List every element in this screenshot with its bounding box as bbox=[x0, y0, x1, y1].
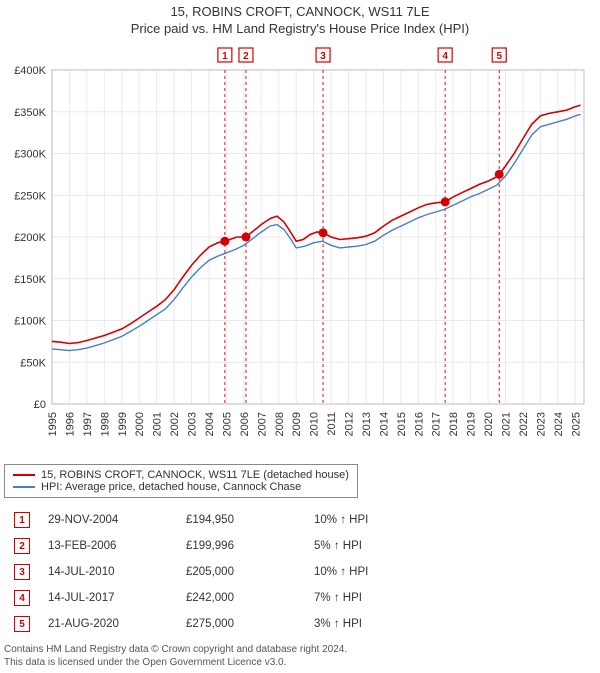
y-tick-label: £400K bbox=[14, 65, 46, 77]
sale-price: £205,000 bbox=[178, 560, 304, 584]
table-row: 1 29-NOV-2004£194,95010% ↑ HPI bbox=[6, 508, 376, 532]
sale-dot bbox=[495, 170, 504, 179]
sale-marker-inline: 2 bbox=[14, 538, 30, 554]
x-tick-label: 2012 bbox=[344, 412, 356, 436]
y-tick-label: £50K bbox=[20, 357, 46, 369]
price-chart: £0 £50K £100K £150K £200K £250K £300K £350K £400… bbox=[4, 40, 594, 460]
x-tick-label: 2011 bbox=[326, 412, 338, 436]
legend-label: HPI: Average price, detached house, Cann… bbox=[41, 481, 301, 493]
legend: 15, ROBINS CROFT, CANNOCK, WS11 7LE (det… bbox=[4, 460, 596, 498]
sale-date: 29-NOV-2004 bbox=[40, 508, 176, 532]
sale-marker-number: 5 bbox=[496, 51, 502, 62]
x-tick-label: 2013 bbox=[361, 412, 373, 436]
x-tick-label: 1995 bbox=[47, 412, 59, 436]
x-tick-label: 2006 bbox=[239, 412, 251, 436]
footer-attribution: Contains HM Land Registry data © Crown c… bbox=[4, 644, 596, 669]
x-tick-label: 2018 bbox=[448, 412, 460, 436]
sale-marker-inline: 4 bbox=[14, 590, 30, 606]
title-subtitle: Price paid vs. HM Land Registry's House … bbox=[4, 21, 596, 36]
x-tick-label: 2004 bbox=[204, 412, 216, 436]
table-row: 4 14-JUL-2017£242,0007% ↑ HPI bbox=[6, 586, 376, 610]
legend-row: 15, ROBINS CROFT, CANNOCK, WS11 7LE (det… bbox=[13, 469, 349, 481]
footer-line2: This data is licensed under the Open Gov… bbox=[4, 657, 596, 670]
y-tick-label: £300K bbox=[14, 149, 46, 161]
sale-date: 21-AUG-2020 bbox=[40, 612, 176, 636]
sale-price: £199,996 bbox=[178, 534, 304, 558]
x-tick-label: 1999 bbox=[117, 412, 129, 436]
series-property bbox=[52, 105, 581, 343]
x-tick-label: 2023 bbox=[535, 412, 547, 436]
sale-marker-number: 2 bbox=[243, 51, 249, 62]
sale-marker-inline: 1 bbox=[14, 512, 30, 528]
sale-date: 13-FEB-2006 bbox=[40, 534, 176, 558]
sale-marker-number: 3 bbox=[320, 51, 326, 62]
sale-marker-number: 1 bbox=[222, 51, 228, 62]
sale-delta: 7% ↑ HPI bbox=[306, 586, 376, 610]
sale-price: £275,000 bbox=[178, 612, 304, 636]
y-tick-label: £200K bbox=[14, 232, 46, 244]
chart-svg: £0 £50K £100K £150K £200K £250K £300K £350K £400… bbox=[4, 40, 594, 460]
x-tick-label: 1996 bbox=[64, 412, 76, 436]
table-row: 2 13-FEB-2006£199,9965% ↑ HPI bbox=[6, 534, 376, 558]
x-tick-label: 2020 bbox=[483, 412, 495, 436]
sale-date: 14-JUL-2010 bbox=[40, 560, 176, 584]
sale-dot bbox=[319, 228, 328, 237]
sale-dot bbox=[220, 237, 229, 246]
x-tick-label: 2019 bbox=[466, 412, 478, 436]
x-tick-label: 2016 bbox=[413, 412, 425, 436]
sale-dot bbox=[241, 233, 250, 242]
footer-line1: Contains HM Land Registry data © Crown c… bbox=[4, 644, 596, 657]
table-row: 3 14-JUL-2010£205,00010% ↑ HPI bbox=[6, 560, 376, 584]
sale-delta: 10% ↑ HPI bbox=[306, 560, 376, 584]
x-tick-label: 2017 bbox=[431, 412, 443, 436]
title-address: 15, ROBINS CROFT, CANNOCK, WS11 7LE bbox=[4, 4, 596, 19]
legend-swatch bbox=[13, 474, 35, 476]
y-tick-label: £350K bbox=[14, 107, 46, 119]
sale-delta: 3% ↑ HPI bbox=[306, 612, 376, 636]
x-tick-label: 2021 bbox=[501, 412, 513, 436]
x-tick-label: 2002 bbox=[169, 412, 181, 436]
sale-delta: 5% ↑ HPI bbox=[306, 534, 376, 558]
sale-price: £242,000 bbox=[178, 586, 304, 610]
sale-marker-inline: 3 bbox=[14, 564, 30, 580]
x-tick-label: 2000 bbox=[134, 412, 146, 436]
x-tick-label: 1998 bbox=[99, 412, 111, 436]
legend-swatch bbox=[13, 486, 35, 488]
table-row: 5 21-AUG-2020£275,0003% ↑ HPI bbox=[6, 612, 376, 636]
x-tick-label: 2022 bbox=[518, 412, 530, 436]
y-tick-label: £250K bbox=[14, 190, 46, 202]
sales-table: 129-NOV-2004£194,95010% ↑ HPI213-FEB-200… bbox=[4, 506, 378, 638]
x-tick-label: 2024 bbox=[553, 412, 565, 436]
sale-marker-inline: 5 bbox=[14, 616, 30, 632]
sale-delta: 10% ↑ HPI bbox=[306, 508, 376, 532]
x-tick-label: 2015 bbox=[396, 412, 408, 436]
x-tick-label: 2008 bbox=[274, 412, 286, 436]
x-tick-label: 2007 bbox=[256, 412, 268, 436]
sale-dot bbox=[441, 197, 450, 206]
x-tick-label: 2025 bbox=[570, 412, 582, 436]
x-tick-label: 2005 bbox=[221, 412, 233, 436]
x-tick-label: 2003 bbox=[187, 412, 199, 436]
y-tick-label: £150K bbox=[14, 274, 46, 286]
x-tick-label: 1997 bbox=[82, 412, 94, 436]
x-tick-label: 2014 bbox=[378, 412, 390, 436]
legend-label: 15, ROBINS CROFT, CANNOCK, WS11 7LE (det… bbox=[41, 469, 349, 481]
x-tick-label: 2001 bbox=[152, 412, 164, 436]
y-tick-label: £0 bbox=[34, 399, 46, 411]
legend-row: HPI: Average price, detached house, Cann… bbox=[13, 481, 349, 493]
sale-price: £194,950 bbox=[178, 508, 304, 532]
chart-header: 15, ROBINS CROFT, CANNOCK, WS11 7LE Pric… bbox=[4, 4, 596, 36]
sale-marker-number: 4 bbox=[442, 51, 448, 62]
sale-date: 14-JUL-2017 bbox=[40, 586, 176, 610]
y-tick-label: £100K bbox=[14, 316, 46, 328]
x-tick-label: 2010 bbox=[309, 412, 321, 436]
x-tick-label: 2009 bbox=[291, 412, 303, 436]
